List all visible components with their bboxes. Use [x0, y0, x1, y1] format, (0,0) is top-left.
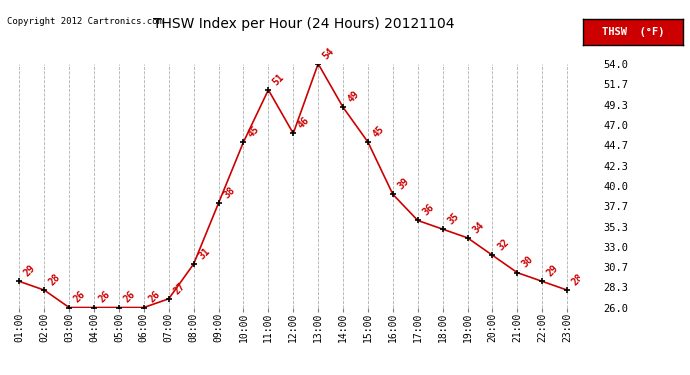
- Text: 36: 36: [420, 202, 436, 217]
- Text: 27: 27: [172, 280, 187, 296]
- Text: 51: 51: [271, 72, 286, 87]
- Text: Copyright 2012 Cartronics.com: Copyright 2012 Cartronics.com: [7, 17, 163, 26]
- Text: 54: 54: [321, 46, 336, 61]
- Text: 28: 28: [47, 272, 62, 287]
- Text: 49: 49: [346, 89, 361, 105]
- Text: 45: 45: [371, 124, 386, 140]
- Text: 26: 26: [147, 290, 162, 305]
- Text: 26: 26: [121, 290, 137, 305]
- Text: 39: 39: [395, 176, 411, 192]
- Text: 26: 26: [97, 290, 112, 305]
- Text: 34: 34: [471, 220, 486, 235]
- Text: 31: 31: [197, 246, 212, 261]
- Text: 28: 28: [570, 272, 585, 287]
- Text: 32: 32: [495, 237, 511, 252]
- Text: 45: 45: [246, 124, 262, 140]
- Text: THSW  (°F): THSW (°F): [602, 27, 664, 37]
- Text: 29: 29: [545, 263, 560, 279]
- Text: 38: 38: [221, 185, 237, 200]
- Text: THSW Index per Hour (24 Hours) 20121104: THSW Index per Hour (24 Hours) 20121104: [153, 17, 454, 31]
- Text: 46: 46: [296, 115, 311, 130]
- Text: 30: 30: [520, 255, 535, 270]
- Text: 35: 35: [446, 211, 461, 226]
- Text: 29: 29: [22, 263, 37, 279]
- Text: 26: 26: [72, 290, 88, 305]
